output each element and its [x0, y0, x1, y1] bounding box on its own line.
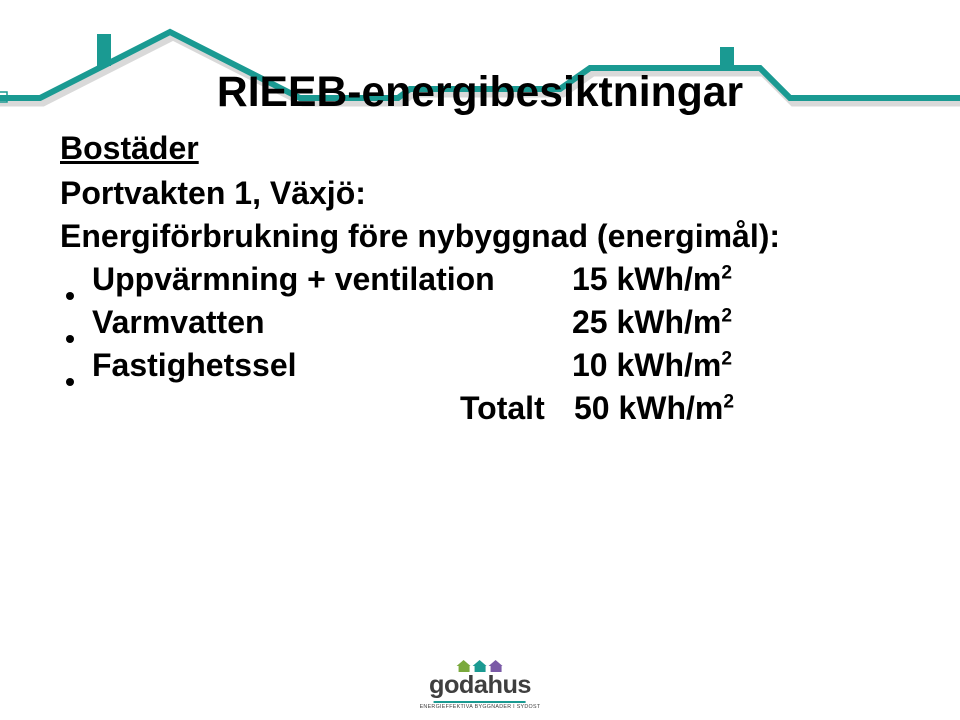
bullet-value-sup: 2	[721, 262, 732, 283]
total-spacer	[60, 390, 460, 427]
logo-house-icon	[489, 660, 504, 672]
bullet-row: Fastighetssel 10 kWh/m2	[60, 347, 900, 384]
bullet-value: 15 kWh/m2	[572, 261, 732, 298]
total-value: 50 kWh/m2	[574, 390, 734, 427]
bullet-value-text: 25 kWh/m	[572, 304, 721, 340]
footer-logo: godahus ENERGIEFFEKTIVA BYGGNADER I SYDO…	[420, 660, 541, 710]
logo-divider	[434, 701, 526, 703]
bullet-row: Uppvärmning + ventilation 15 kWh/m2	[60, 261, 900, 298]
section-subheading: Portvakten 1, Växjö:	[60, 175, 900, 212]
bullet-value: 10 kWh/m2	[572, 347, 732, 384]
bullet-value-sup: 2	[721, 305, 732, 326]
bullet-icon	[66, 292, 74, 300]
logo-house-icon	[457, 660, 472, 672]
bullet-label: Uppvärmning + ventilation	[92, 261, 572, 298]
bullet-icon	[66, 378, 74, 386]
bullet-value-text: 15 kWh/m	[572, 261, 721, 297]
bullet-label: Fastighetssel	[92, 347, 572, 384]
section-intro: Energiförbrukning före nybyggnad (energi…	[60, 218, 900, 255]
logo-subtext: ENERGIEFFEKTIVA BYGGNADER I SYDOST	[420, 704, 541, 710]
bullet-row: Varmvatten 25 kWh/m2	[60, 304, 900, 341]
slide-title: RIEEB-energibesiktningar	[0, 68, 960, 117]
logo-house-icon	[473, 660, 488, 672]
bullet-value-text: 10 kWh/m	[572, 347, 721, 383]
bullet-label: Varmvatten	[92, 304, 572, 341]
content-block: Bostäder Portvakten 1, Växjö: Energiförb…	[60, 130, 900, 427]
section-heading: Bostäder	[60, 130, 900, 167]
slide: RIEEB-energibesiktningar Bostäder Portva…	[0, 0, 960, 720]
bullet-value: 25 kWh/m2	[572, 304, 732, 341]
bullet-icon	[66, 335, 74, 343]
logo-wordmark: godahus	[420, 671, 541, 700]
total-value-text: 50 kWh/m	[574, 390, 723, 426]
total-label: Totalt	[460, 390, 574, 427]
bullet-value-sup: 2	[721, 348, 732, 369]
total-value-sup: 2	[723, 391, 734, 412]
total-row: Totalt 50 kWh/m2	[60, 390, 900, 427]
